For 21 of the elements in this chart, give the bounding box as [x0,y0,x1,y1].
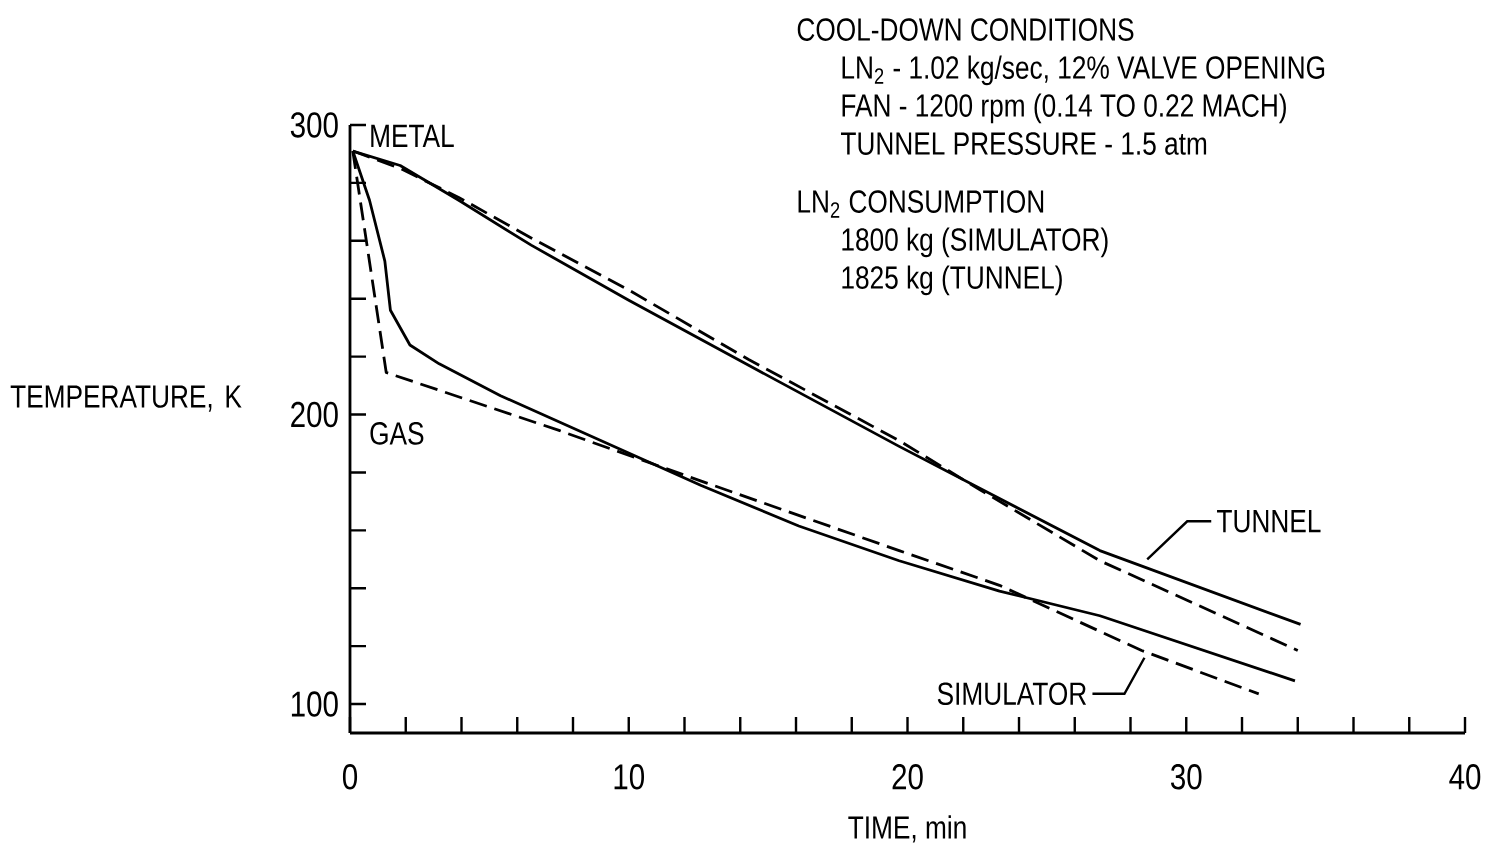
annotation: LN$_{2}$ CONSUMPTION [798,190,1044,218]
x-tick-label: 20 [892,764,923,790]
x-tick-label: 10 [614,764,645,790]
text: COOL-DOWN CONDITIONS [797,18,1134,41]
x-axis-title: TIME, min [848,815,966,843]
y-tick-label: 300 [290,112,338,138]
text: FAN - 1200 rpm (0.14 TO 0.22 MACH) [842,93,1286,124]
y-axis-title: TEMPERATURE, K [10,385,242,412]
y-tick-label: 200 [291,401,338,428]
annotation: GAS [370,422,424,445]
annotation: 1800 kg (SIMULATOR) [842,227,1108,258]
annotation: METAL [371,124,454,147]
annotation: SIMULATOR [937,682,1087,706]
annotation: 1825 kg (TUNNEL) [842,265,1062,296]
x-tick-label: 0 [342,764,358,790]
y-tick-label: 100 [291,691,338,717]
annotation: TUNNEL PRESSURE - 1.5 atm [841,132,1207,155]
annotation: TUNNEL [1217,510,1321,533]
text: LN$_{2}$ - 1.02 kg/sec, 12% VALVE OPENING [842,55,1325,86]
x-tick-label: 40 [1449,764,1481,790]
x-tick-label: 30 [1170,764,1202,790]
